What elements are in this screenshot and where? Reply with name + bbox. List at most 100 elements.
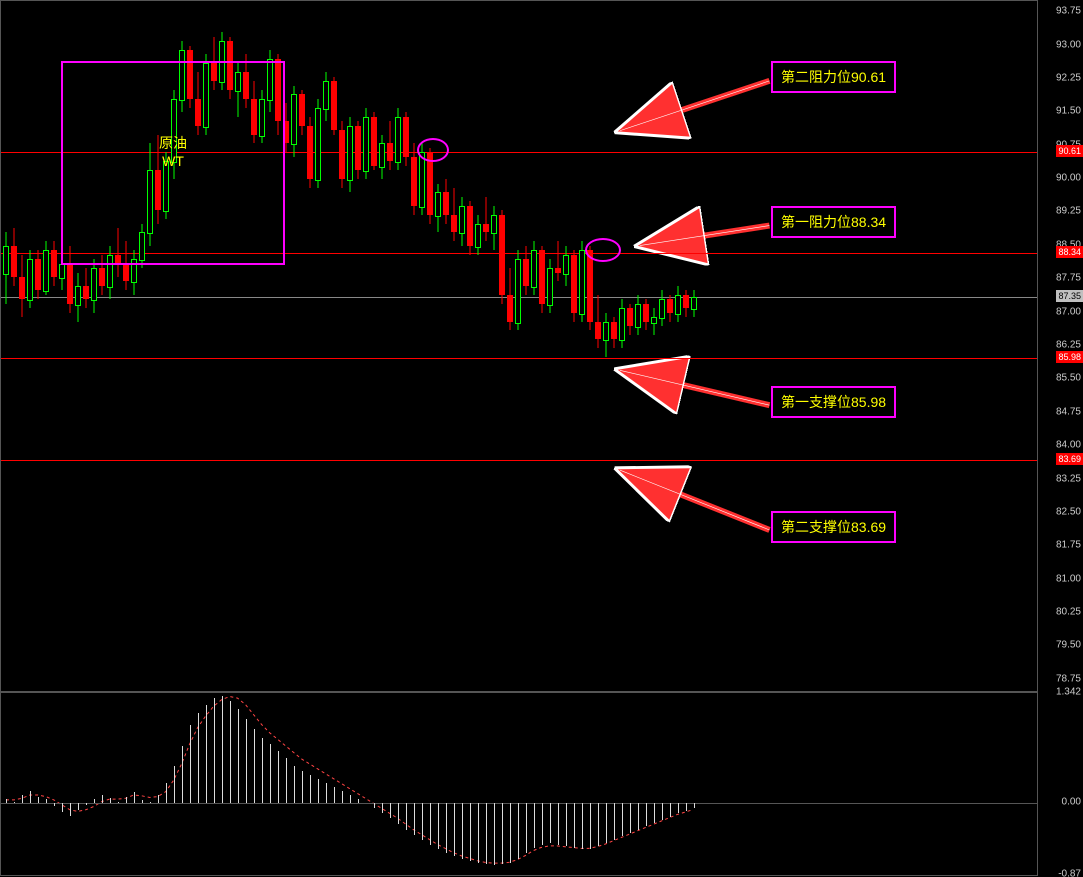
price-tick: 86.25 (1056, 340, 1081, 351)
macd-bar (694, 803, 695, 808)
macd-bar (270, 744, 271, 803)
price-tick: 92.25 (1056, 72, 1081, 83)
highlight-ellipse (585, 238, 621, 262)
price-panel[interactable]: 原油WT 第二阻力位90.61 第一阻力位88.34 第一支撑位85.98 第二支撑位8… (0, 0, 1038, 692)
price-line-label: 85.98 (1056, 351, 1083, 363)
price-tick: 85.50 (1056, 373, 1081, 384)
annotation-label: 第一支撑位85.98 (771, 386, 896, 418)
macd-bar (22, 795, 23, 803)
price-tick: 93.75 (1056, 6, 1081, 17)
macd-bar (646, 803, 647, 826)
macd-bar (454, 803, 455, 856)
macd-bar (294, 766, 295, 804)
macd-bar (574, 803, 575, 847)
macd-bar (46, 799, 47, 803)
macd-bar (430, 803, 431, 844)
macd-bar (54, 803, 55, 805)
macd-bar (86, 803, 87, 805)
price-y-axis: 93.7593.0092.2591.5090.7590.0089.2588.50… (1038, 0, 1083, 690)
macd-bar (78, 803, 79, 810)
macd-bar (494, 803, 495, 865)
macd-bar (566, 803, 567, 846)
macd-bar (550, 803, 551, 842)
macd-bar (446, 803, 447, 852)
macd-bar (606, 803, 607, 842)
annotation-arrow (620, 370, 770, 405)
macd-bar (542, 803, 543, 844)
indicator-panel[interactable] (0, 692, 1038, 876)
annotation-label: 第二阻力位90.61 (771, 61, 896, 93)
macd-bar (278, 751, 279, 804)
chart-root: 原油WT 第二阻力位90.61 第一阻力位88.34 第一支撑位85.98 第二支撑位8… (0, 0, 1083, 877)
macd-bar (310, 775, 311, 804)
macd-bar (662, 803, 663, 819)
price-line-label: 87.35 (1056, 290, 1083, 302)
macd-bar (222, 696, 223, 803)
price-tick: 91.50 (1056, 106, 1081, 117)
price-tick: 79.50 (1056, 640, 1081, 651)
macd-bar (670, 803, 671, 816)
macd-bar (342, 791, 343, 803)
price-line-label: 83.69 (1056, 453, 1083, 465)
macd-bar (470, 803, 471, 861)
price-tick: 80.25 (1056, 607, 1081, 618)
indicator-zero-line (1, 803, 1037, 804)
price-tick: 84.75 (1056, 406, 1081, 417)
macd-bar (214, 698, 215, 803)
macd-bar (630, 803, 631, 833)
indicator-tick: 0.00 (1062, 797, 1081, 808)
macd-bar (686, 803, 687, 810)
macd-bar (246, 719, 247, 803)
macd-bar (94, 799, 95, 803)
macd-bar (414, 803, 415, 834)
annotation-arrow (620, 81, 770, 131)
macd-bar (526, 803, 527, 852)
macd-bar (518, 803, 519, 859)
macd-bar (582, 803, 583, 849)
macd-bar (614, 803, 615, 839)
macd-bar (678, 803, 679, 813)
macd-bar (254, 729, 255, 803)
macd-bar (438, 803, 439, 848)
macd-bar (38, 797, 39, 804)
macd-bar (102, 795, 103, 803)
macd-bar (118, 802, 119, 804)
macd-bar (478, 803, 479, 862)
macd-bar (158, 795, 159, 803)
macd-bar (534, 803, 535, 847)
macd-bar (238, 709, 239, 804)
price-tick: 93.00 (1056, 39, 1081, 50)
macd-bar (558, 803, 559, 844)
price-line-label: 88.34 (1056, 246, 1083, 258)
macd-bar (198, 713, 199, 804)
annotation-label: 第一阻力位88.34 (771, 206, 896, 238)
macd-bar (502, 803, 503, 864)
macd-bar (6, 799, 7, 803)
macd-bar (286, 758, 287, 803)
macd-bar (510, 803, 511, 862)
macd-bar (166, 783, 167, 804)
price-tick: 83.25 (1056, 473, 1081, 484)
macd-bar (406, 803, 407, 829)
price-tick: 84.00 (1056, 440, 1081, 451)
title-line1: 原油 (63, 133, 283, 153)
price-tick: 82.50 (1056, 506, 1081, 517)
price-line-label: 90.61 (1056, 145, 1083, 157)
title-rect: 原油WT (61, 61, 285, 265)
macd-bar (598, 803, 599, 846)
macd-bar (302, 771, 303, 804)
macd-bar (462, 803, 463, 858)
macd-bar (422, 803, 423, 839)
macd-bar (262, 738, 263, 804)
macd-bar (374, 803, 375, 808)
macd-bar (230, 701, 231, 804)
annotation-label: 第二支撑位83.69 (771, 511, 896, 543)
macd-bar (358, 799, 359, 803)
highlight-ellipse (417, 138, 449, 162)
macd-bar (70, 803, 71, 815)
macd-bar (486, 803, 487, 864)
macd-bar (638, 803, 639, 829)
macd-bar (590, 803, 591, 848)
price-tick: 90.00 (1056, 173, 1081, 184)
macd-bar (382, 803, 383, 813)
